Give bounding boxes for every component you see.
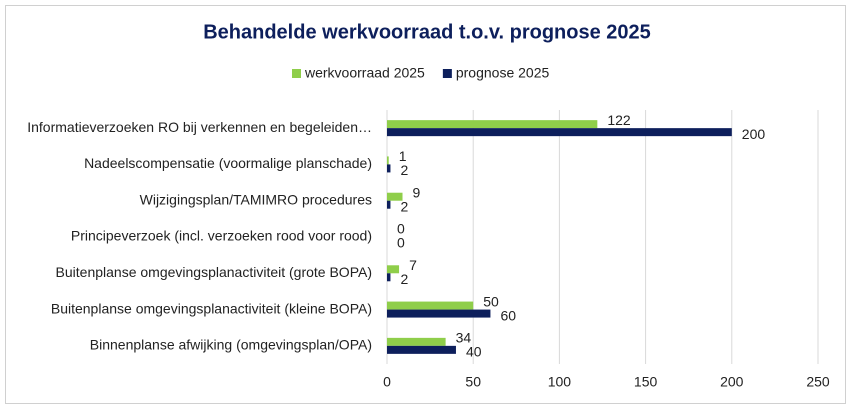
legend-label: werkvoorraad 2025 xyxy=(304,65,425,81)
bar xyxy=(387,309,491,318)
data-label: 122 xyxy=(607,112,631,128)
x-tick-label: 0 xyxy=(383,374,391,390)
y-tick-label: Buitenplanse omgevingsplanactiviteit (kl… xyxy=(51,300,372,316)
y-tick-label: Informatieverzoeken RO bij verkennen en … xyxy=(27,119,372,135)
data-label: 2 xyxy=(400,271,408,287)
x-tick-label: 150 xyxy=(634,374,658,390)
bar xyxy=(387,192,403,201)
y-tick-label: Principeverzoek (incl. verzoeken rood vo… xyxy=(71,228,372,244)
x-tick-label: 50 xyxy=(465,374,481,390)
bar xyxy=(387,128,732,137)
data-label: 34 xyxy=(456,330,472,346)
y-tick-label: Nadeelscompensatie (voormalige planschad… xyxy=(84,155,372,171)
bar xyxy=(387,345,456,354)
bar xyxy=(387,200,391,209)
bar xyxy=(387,337,446,346)
bar xyxy=(387,301,474,310)
data-label: 40 xyxy=(466,344,482,360)
legend-label: prognose 2025 xyxy=(456,65,550,81)
bar xyxy=(387,273,391,282)
data-label: 200 xyxy=(742,126,766,142)
legend-swatch xyxy=(442,69,452,78)
bar xyxy=(387,164,391,173)
chart-border xyxy=(5,5,846,404)
y-tick-label: Wijzigingsplan/TAMIMRO procedures xyxy=(140,191,372,207)
data-label: 9 xyxy=(413,184,421,200)
bar xyxy=(387,156,389,165)
data-label: 2 xyxy=(400,162,408,178)
y-tick-label: Buitenplanse omgevingsplanactiviteit (gr… xyxy=(56,264,372,280)
bar xyxy=(387,120,598,129)
x-tick-label: 250 xyxy=(806,374,830,390)
data-label: 60 xyxy=(500,307,516,323)
legend-swatch xyxy=(292,69,301,78)
x-tick-label: 200 xyxy=(720,374,744,390)
data-label: 1 xyxy=(399,148,407,164)
data-label: 50 xyxy=(483,293,499,309)
y-tick-label: Binnenplanse afwijking (omgevingsplan/OP… xyxy=(90,337,372,353)
data-label: 0 xyxy=(397,221,405,237)
chart-title: Behandelde werkvoorraad t.o.v. prognose … xyxy=(203,21,651,43)
data-label: 0 xyxy=(397,235,405,251)
x-tick-label: 100 xyxy=(548,374,572,390)
data-label: 7 xyxy=(409,257,417,273)
bar xyxy=(387,265,400,274)
data-label: 2 xyxy=(400,198,408,214)
